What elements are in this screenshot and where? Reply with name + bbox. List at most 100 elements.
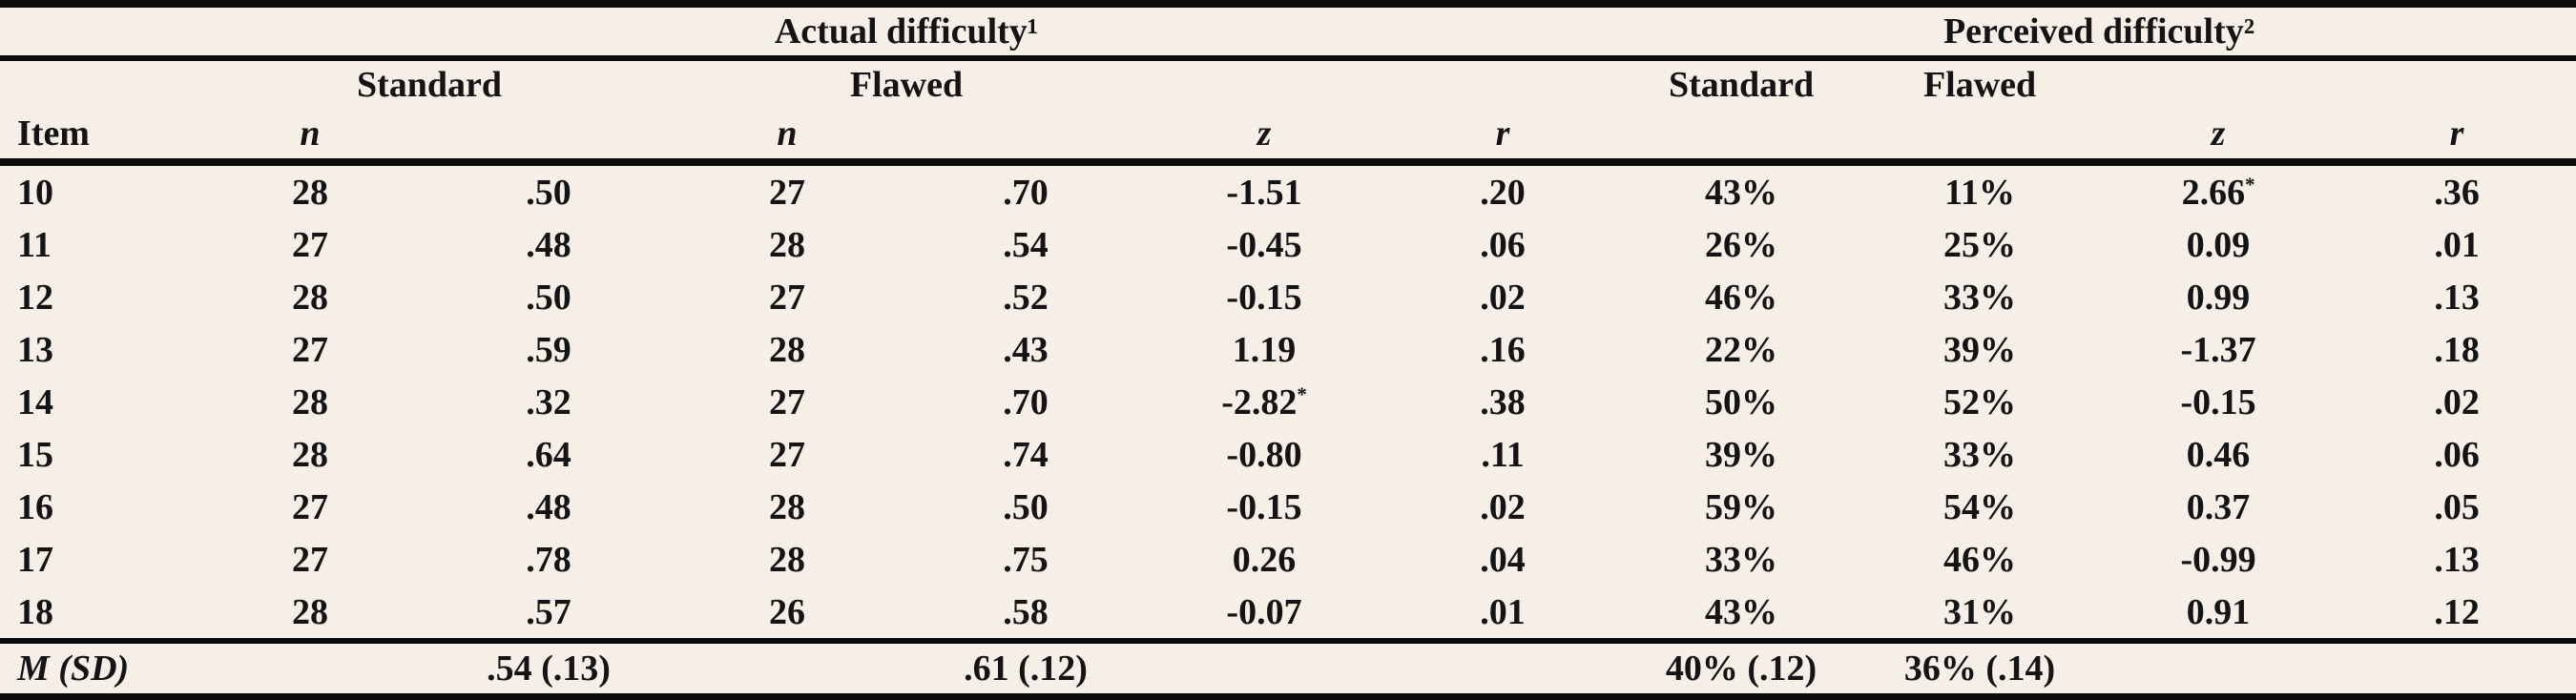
column-header-n-flawed: n	[668, 109, 906, 166]
column-header-n-standard: n	[191, 109, 429, 166]
cell-item: 11	[17, 224, 52, 265]
summary-spacer	[191, 641, 429, 700]
column-header-item: Item	[0, 109, 191, 166]
cell-z_actual: -0.07	[1145, 586, 1383, 644]
group-empty-cell	[0, 58, 191, 109]
cell-pct_standard: 43%	[1705, 172, 1778, 213]
cell-n_flawed: 27	[769, 434, 805, 475]
cell-r_perceived: .12	[2337, 586, 2576, 644]
cell-z_actual: -0.15	[1226, 277, 1302, 318]
cell-z_perceived: -0.99	[2180, 539, 2256, 580]
cell-pct_standard: 43%	[1622, 586, 1861, 644]
cell-z_actual: -0.15	[1226, 486, 1302, 527]
cell-z_perceived: -0.15	[2180, 381, 2256, 422]
cell-r_perceived: .06	[2434, 434, 2480, 475]
group-flawed-actual: Flawed	[849, 65, 964, 105]
table-row-item-18: 18 28.57 26.58 -0.07.01 43% 31% 0.91.12	[0, 586, 2576, 644]
cell-p_standard: .57	[429, 586, 668, 644]
cell-p_flawed: .75	[1003, 539, 1049, 580]
summary-spacer	[2337, 641, 2576, 700]
cell-r_actual: .06	[1480, 224, 1526, 265]
cell-pct_standard: 22%	[1705, 329, 1778, 370]
cell-item: 16	[17, 486, 53, 527]
summary-p-flawed: .61 (.12)	[906, 641, 1145, 700]
table-row-item-15: 15 28 .64 27 .74 -0.80 .11 39% 33% 0.46 .06	[0, 428, 2576, 481]
table-row-item-11: 11 27 .48 28 .54 -0.45 .06 26% 25% 0.09 .01	[0, 218, 2576, 271]
cell-pct_flawed: 46%	[1943, 539, 2017, 580]
cell-r_actual: .20	[1480, 172, 1526, 213]
cell-r_perceived: .18	[2434, 329, 2480, 370]
cell-p_flawed: .43	[1003, 329, 1049, 370]
cell-pct_flawed: 33%	[1943, 434, 2017, 475]
cell-item: 14	[17, 381, 53, 422]
cell-r_perceived: .05	[2434, 486, 2480, 527]
table-summary: M (SD) .54 (.13) .61 (.12) 40% (.12) 36%…	[0, 641, 2576, 700]
cell-n_standard: 28	[292, 434, 328, 475]
cell-p_flawed: .58	[906, 586, 1145, 644]
table-body: 10 28 .50 27 .70 -1.51 .20 43% 11% 2.66* .36 11 27 .4…	[0, 162, 2576, 644]
cell-p_flawed: .70	[1003, 172, 1049, 213]
column-header-r-actual: r	[1383, 109, 1623, 166]
summary-pct-flawed: 36% (.14)	[1860, 641, 2100, 700]
column-header-row: Item n n z r z r	[0, 109, 2576, 166]
summary-row: M (SD) .54 (.13) .61 (.12) 40% (.12) 36%…	[0, 641, 2576, 700]
summary-label: M (SD)	[0, 641, 191, 700]
cell-pct_standard: 59%	[1705, 486, 1778, 527]
group-flawed-perceived: Flawed	[1922, 65, 2037, 105]
table-row-item-12: 12 28 .50 27 .52 -0.15 .02 46% 33% 0.99 .13	[0, 271, 2576, 323]
table-row-item-10: 10 28 .50 27 .70 -1.51 .20 43% 11% 2.66* .36	[0, 162, 2576, 218]
cell-z_actual: 0.26	[1232, 539, 1297, 580]
cell-p_standard: .78	[526, 539, 571, 580]
cell-z_actual: -1.51	[1226, 172, 1302, 213]
summary-spacer	[1145, 641, 1383, 700]
cell-item: 13	[17, 329, 53, 370]
cell-r_actual: .38	[1480, 381, 1526, 422]
cell-n_standard: 27	[292, 224, 328, 265]
spanner-perceived-difficulty: Perceived difficulty²	[1622, 0, 2576, 61]
cell-z_actual: -0.80	[1226, 434, 1302, 475]
spanner-row: Actual difficulty¹ Perceived difficulty²	[0, 0, 2576, 61]
cell-n_flawed: 28	[769, 486, 805, 527]
column-header-spacer	[1622, 109, 1861, 166]
cell-pct_standard: 39%	[1705, 434, 1778, 475]
cell-n_flawed: 28	[769, 329, 805, 370]
cell-item: 15	[17, 434, 53, 475]
column-header-spacer	[906, 109, 1145, 166]
group-standard-perceived: Standard	[1669, 65, 1815, 105]
significance-asterisk: *	[1297, 381, 1307, 405]
column-header-z-perceived: z	[2099, 109, 2338, 166]
cell-item: 17	[17, 539, 53, 580]
summary-pct-standard: 40% (.12)	[1622, 641, 1861, 700]
cell-z_actual: -2.82*	[1221, 381, 1307, 422]
group-standard-actual: Standard	[356, 65, 503, 105]
cell-item: 18	[0, 586, 191, 644]
cell-n_standard: 28	[292, 381, 328, 422]
table-row-item-16: 16 27 .48 28 .50 -0.15 .02 59% 54% 0.37 .05	[0, 481, 2576, 533]
cell-n_flawed: 27	[769, 172, 805, 213]
cell-p_flawed: .52	[1003, 277, 1049, 318]
cell-r_actual: .11	[1481, 434, 1525, 475]
cell-n_standard: 27	[292, 539, 328, 580]
cell-z_perceived: -1.37	[2180, 329, 2256, 370]
column-header-z-actual: z	[1145, 109, 1383, 166]
summary-spacer	[1383, 641, 1623, 700]
cell-r_actual: .02	[1480, 486, 1526, 527]
cell-n_standard: 27	[292, 329, 328, 370]
table-row-item-17: 17 27 .78 28 .75 0.26 .04 33% 46% -0.99 .13	[0, 533, 2576, 586]
cell-z_perceived: 2.66*	[2181, 172, 2255, 213]
cell-p_standard: .50	[526, 277, 571, 318]
cell-pct_flawed: 11%	[1944, 172, 2015, 213]
cell-pct_flawed: 52%	[1943, 381, 2017, 422]
summary-p-standard: .54 (.13)	[429, 641, 668, 700]
cell-pct_standard: 33%	[1705, 539, 1778, 580]
cell-p_flawed: .54	[1003, 224, 1049, 265]
summary-spacer	[2099, 641, 2338, 700]
summary-spacer	[668, 641, 906, 700]
cell-r_perceived: .13	[2434, 277, 2480, 318]
spanner-empty-cell	[0, 0, 191, 61]
cell-pct_standard: 26%	[1705, 224, 1778, 265]
cell-p_standard: .48	[526, 224, 571, 265]
cell-r_actual: .01	[1383, 586, 1623, 644]
cell-n_flawed: 27	[769, 381, 805, 422]
